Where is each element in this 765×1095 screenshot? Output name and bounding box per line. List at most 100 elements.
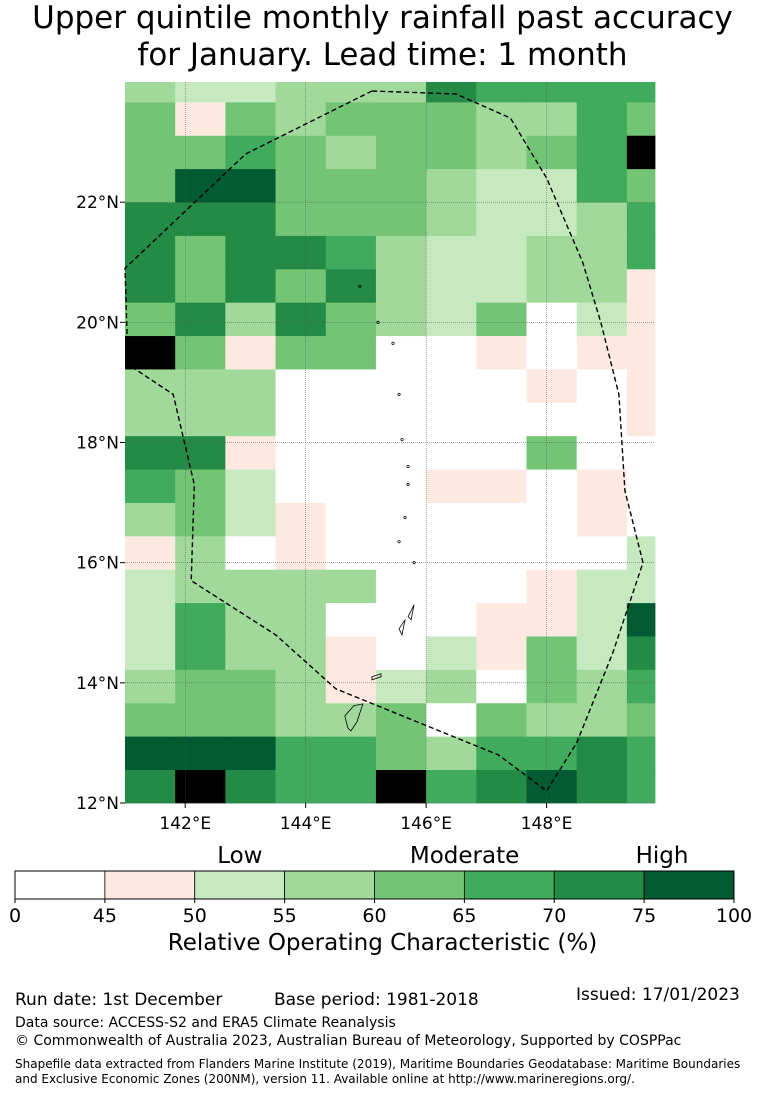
grid-cell: [476, 736, 527, 771]
coastlines: [344, 284, 416, 732]
grid-cell: [325, 268, 377, 303]
x-tick-label: 148°E: [521, 814, 573, 834]
grid-cell: [125, 535, 176, 570]
y-tick-label: 18°N: [76, 434, 119, 454]
grid-cell: [275, 402, 327, 437]
grid-cell: [225, 569, 276, 604]
grid-cell: [275, 502, 327, 537]
grid-cell: [375, 202, 427, 236]
colorbar-swatch: [104, 870, 196, 900]
grid-cell: [325, 202, 377, 236]
grid-cell: [476, 569, 527, 604]
colorbar: 0 45 50 55 60 65 70 75 100: [9, 870, 752, 927]
grid-cell: [576, 369, 628, 403]
grid-cell: [626, 302, 656, 337]
data-source: Data source: ACCESS-S2 and ERA5 Climate …: [15, 1015, 396, 1031]
grid-cell: [526, 369, 578, 403]
grid-cell: [476, 769, 527, 804]
colorbar-swatch: [374, 870, 465, 900]
grid-cell: [576, 135, 628, 170]
island-outline: [407, 604, 415, 621]
y-tick-label: 22°N: [76, 193, 119, 213]
grid-cell: [476, 335, 527, 370]
colorbar-swatch: [463, 870, 555, 900]
grid-cell: [476, 702, 527, 737]
x-tick-label: 144°E: [280, 814, 332, 834]
grid-cell: [375, 469, 427, 503]
grid-cell: [225, 702, 276, 737]
grid-cell: [125, 669, 176, 704]
grid-cell: [576, 502, 628, 537]
grid-cell: [375, 636, 427, 670]
grid-cell: [576, 702, 628, 737]
title-line-2: for January. Lead time: 1 month: [137, 37, 628, 73]
grid-cell: [375, 569, 427, 604]
grid-cell: [626, 736, 656, 771]
grid-cell: [125, 569, 176, 604]
grid-cell: [275, 235, 327, 270]
grid-cell: [125, 268, 176, 303]
grid-cell: [476, 168, 527, 203]
grid-cell: [476, 135, 527, 170]
colorbar-tick-label: 70: [542, 905, 566, 927]
grid-cell: [225, 235, 276, 270]
grid-cell: [526, 268, 578, 303]
grid-cell: [275, 302, 327, 337]
grid-cell: [576, 569, 628, 604]
grid-cell: [125, 335, 176, 370]
grid-cell: [476, 202, 527, 236]
grid-cell: [576, 101, 628, 136]
grid-cell: [576, 82, 628, 103]
category-word: High: [635, 843, 689, 869]
grid-cell: [325, 235, 377, 270]
grid-cell: [426, 335, 477, 370]
grid-cell: [175, 636, 226, 670]
grid-cell: [175, 335, 226, 370]
grid-cell: [175, 602, 226, 637]
grid-cell: [426, 302, 477, 337]
grid-cell: [626, 82, 656, 103]
small-island: [391, 341, 395, 345]
grid-cell: [626, 602, 656, 637]
grid-cell: [225, 268, 276, 303]
grid-cell: [125, 602, 176, 637]
grid-cell: [325, 101, 377, 136]
grid-cell: [375, 435, 427, 470]
grid-cell: [626, 636, 656, 670]
grid-cell: [426, 769, 477, 804]
grid-cell: [426, 135, 477, 170]
grid-cell: [175, 135, 226, 170]
grid-cell: [476, 602, 527, 637]
grid-cell: [375, 268, 427, 303]
grid-cell: [375, 82, 427, 103]
grid-cell: [125, 369, 176, 403]
grid-cell: [526, 469, 578, 503]
grid-cell: [275, 335, 327, 370]
grid-cell: [125, 769, 176, 804]
grid-cell: [426, 602, 477, 637]
grid-cell: [225, 82, 276, 103]
grid-cell: [125, 235, 176, 270]
grid-cell: [175, 469, 226, 503]
grid-cell: [125, 168, 176, 203]
grid-cell: [275, 769, 327, 804]
grid-cell: [576, 669, 628, 704]
grid-cell: [225, 335, 276, 370]
grid-cell: [626, 702, 656, 737]
grid-cell: [275, 369, 327, 403]
grid-cell: [526, 435, 578, 470]
grid-cell: [325, 602, 377, 637]
grid-cell: [476, 435, 527, 470]
grid-cell: [476, 502, 527, 537]
colorbar-swatch: [284, 870, 375, 900]
grid-cell: [275, 636, 327, 670]
grid-cell: [225, 769, 276, 804]
grid-cell: [626, 202, 656, 236]
grid-cell: [476, 469, 527, 503]
grid-cell: [526, 702, 578, 737]
grid-cell: [125, 435, 176, 470]
grid-cell: [476, 235, 527, 270]
grid-cell: [225, 135, 276, 170]
grid-cell: [375, 135, 427, 170]
